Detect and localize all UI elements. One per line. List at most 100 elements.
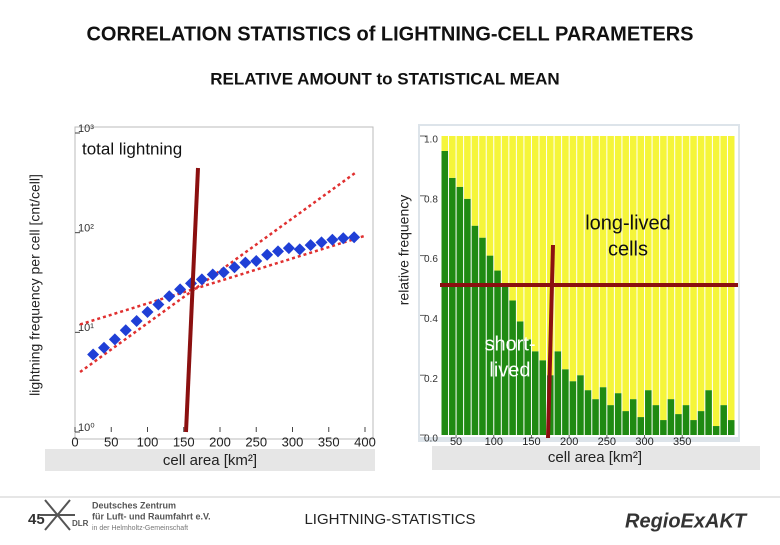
- bar-segment: [622, 411, 629, 435]
- bar-segment: [516, 136, 524, 322]
- bar-segment: [645, 390, 652, 435]
- bar-segment: [660, 420, 667, 435]
- bar-segment: [562, 369, 569, 435]
- bar-segment: [569, 136, 577, 382]
- bar-segment: [471, 225, 479, 435]
- label-band: [45, 449, 375, 471]
- bar-segment: [554, 136, 562, 352]
- bar-segment: [645, 136, 652, 391]
- x-tick-label: 350: [318, 434, 340, 449]
- bar-segment: [667, 136, 675, 400]
- bar-segment: [599, 387, 607, 435]
- bar-segment: [479, 237, 486, 435]
- point: [272, 245, 284, 258]
- bar-segment: [652, 136, 660, 406]
- logo-icon: [40, 499, 75, 531]
- bar-segment: [667, 399, 675, 435]
- y-tick-label: 1.0: [424, 135, 438, 146]
- bar-segment: [486, 255, 494, 435]
- x-axis-label: cell area [km²]: [548, 449, 642, 466]
- bar-segment: [456, 186, 464, 435]
- y-tick-label: 10³: [78, 123, 94, 135]
- bar-segment: [592, 399, 599, 435]
- y-tick-label: 0.2: [424, 374, 438, 385]
- bar-segment: [675, 414, 682, 435]
- annotation: long-lived: [585, 212, 671, 234]
- x-tick-label: 100: [485, 436, 503, 448]
- bar-segment: [705, 390, 712, 435]
- point: [315, 236, 328, 249]
- bar-segment: [531, 351, 539, 435]
- bar-segment: [712, 426, 720, 435]
- y-tick-label: 10¹: [78, 322, 94, 334]
- dlr-logo: DLR Deutsches Zentrum für Luft- und Raum…: [40, 499, 211, 532]
- point: [130, 314, 143, 327]
- annotation: short-: [484, 333, 535, 355]
- y-axis-label: relative frequency: [396, 195, 412, 306]
- bar-segment: [727, 420, 735, 435]
- point: [304, 239, 317, 252]
- bar-segment: [712, 136, 720, 427]
- bar-segment: [584, 136, 592, 391]
- bar-segment: [501, 285, 509, 435]
- y-tick-label: 10⁰: [78, 422, 95, 434]
- bar-segment: [531, 136, 539, 352]
- title: CORRELATION STATISTICS of LIGHTNING-CELL…: [86, 23, 693, 45]
- bar-segment: [607, 405, 614, 435]
- x-tick-label: 250: [598, 436, 616, 448]
- bar-segment: [629, 399, 637, 435]
- x-axis-label: cell area [km²]: [163, 452, 257, 469]
- point: [282, 242, 295, 255]
- bar-segment: [614, 393, 622, 435]
- x-tick-label: 200: [560, 436, 578, 448]
- x-tick-label: 400: [354, 434, 376, 449]
- x-tick-label: 150: [173, 434, 195, 449]
- point: [87, 348, 100, 361]
- bar-segment: [479, 136, 486, 238]
- bar-segment: [675, 136, 682, 415]
- bar-segment: [690, 420, 697, 435]
- point: [250, 254, 263, 267]
- point: [141, 305, 154, 318]
- bar-segment: [682, 136, 690, 406]
- point: [261, 248, 274, 261]
- label-band: [432, 446, 760, 470]
- bar-segment: [614, 136, 622, 394]
- y-tick-label: 0.6: [424, 254, 438, 265]
- bar-segment: [599, 136, 607, 388]
- bar-segment: [577, 136, 584, 376]
- bar-segment: [660, 136, 667, 421]
- bar-segment: [441, 150, 449, 435]
- plot-frame: [74, 126, 374, 440]
- y-tick-label: 10²: [78, 223, 94, 235]
- bar-segment: [577, 375, 584, 435]
- bar-segment: [494, 136, 501, 271]
- x-tick-label: 0: [71, 434, 78, 449]
- x-tick-label: 300: [635, 436, 653, 448]
- logo-text: für Luft- und Raumfahrt e.V.: [92, 511, 211, 521]
- bar-segment: [697, 136, 705, 412]
- bar-segment: [637, 417, 645, 435]
- marker-line: [546, 244, 555, 439]
- x-tick-label: 50: [450, 436, 462, 448]
- bar-segment: [705, 136, 712, 391]
- bar-segment: [690, 136, 697, 421]
- annotation: cells: [608, 238, 648, 260]
- point: [326, 233, 339, 246]
- x-tick-label: 250: [245, 434, 267, 449]
- bar-segment: [569, 381, 577, 435]
- y-tick-label: 0.0: [424, 434, 438, 445]
- bar-segment: [547, 136, 554, 376]
- bar-segment: [464, 136, 471, 199]
- bar-segment: [509, 300, 516, 435]
- point: [195, 273, 208, 286]
- bar-segment: [441, 136, 449, 151]
- bar-segment: [501, 136, 509, 286]
- logo-text: in der Helmholtz-Gemeinschaft: [92, 525, 188, 532]
- bar-segment: [449, 177, 456, 436]
- point: [239, 256, 252, 269]
- marker-line: [184, 167, 200, 433]
- bar-segment: [629, 136, 637, 400]
- bar-segment: [494, 270, 501, 435]
